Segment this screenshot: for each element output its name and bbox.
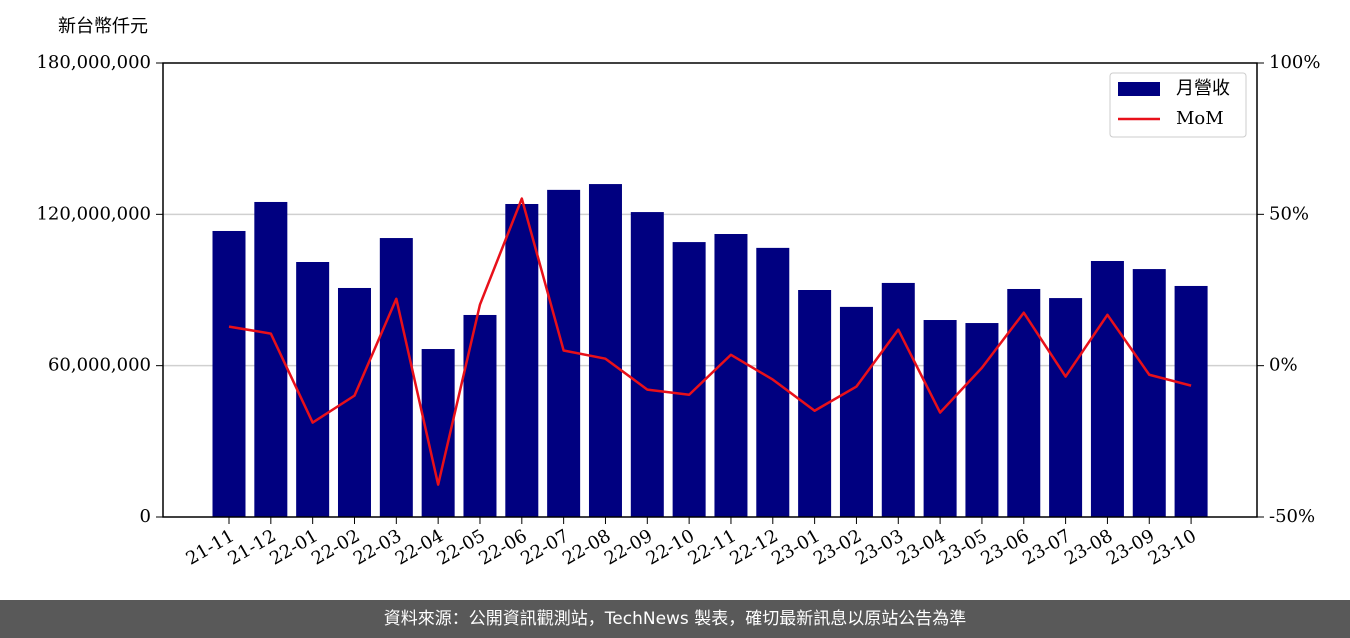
bar bbox=[1174, 285, 1208, 517]
y-tick-label: 60,000,000 bbox=[48, 355, 151, 376]
y2-tick-label: 100% bbox=[1269, 52, 1320, 73]
y-tick-label: 120,000,000 bbox=[36, 203, 151, 224]
bar bbox=[1049, 298, 1083, 517]
bar bbox=[463, 314, 497, 517]
legend-label: 月營收 bbox=[1176, 78, 1230, 99]
bar bbox=[1007, 288, 1041, 517]
y2-tick-label: 50% bbox=[1269, 203, 1309, 224]
y-axis-label: 新台幣仟元 bbox=[58, 16, 148, 37]
bar bbox=[630, 212, 664, 517]
bar bbox=[296, 262, 330, 517]
bar bbox=[881, 282, 915, 517]
legend-label: MoM bbox=[1176, 108, 1224, 129]
legend-swatch bbox=[1118, 82, 1160, 96]
footer: 資料來源：公開資訊觀測站，TechNews 製表，確切最新訊息以原站公告為準 bbox=[0, 600, 1350, 638]
bar bbox=[588, 184, 622, 518]
plot-frame bbox=[162, 62, 1258, 518]
bar bbox=[965, 323, 999, 517]
y2-tick-label: -50% bbox=[1269, 506, 1315, 527]
bar bbox=[379, 238, 413, 517]
y-tick-label: 0 bbox=[140, 506, 151, 527]
bar bbox=[672, 242, 706, 518]
y-tick-label: 180,000,000 bbox=[36, 52, 151, 73]
bar bbox=[714, 234, 748, 518]
bar bbox=[1132, 269, 1166, 517]
bar bbox=[839, 306, 873, 517]
bar bbox=[923, 320, 957, 517]
chart: 新台幣仟元 0 60,000,000 120,000,000 180,000,000 -… bbox=[36, 16, 1320, 570]
y2-tick-label: 0% bbox=[1269, 355, 1298, 376]
bar bbox=[212, 230, 246, 518]
bar bbox=[505, 203, 539, 517]
bar bbox=[756, 247, 790, 517]
line bbox=[228, 197, 1192, 486]
bar bbox=[1090, 260, 1124, 517]
x-tick-label: 23-10 bbox=[1145, 525, 1200, 569]
